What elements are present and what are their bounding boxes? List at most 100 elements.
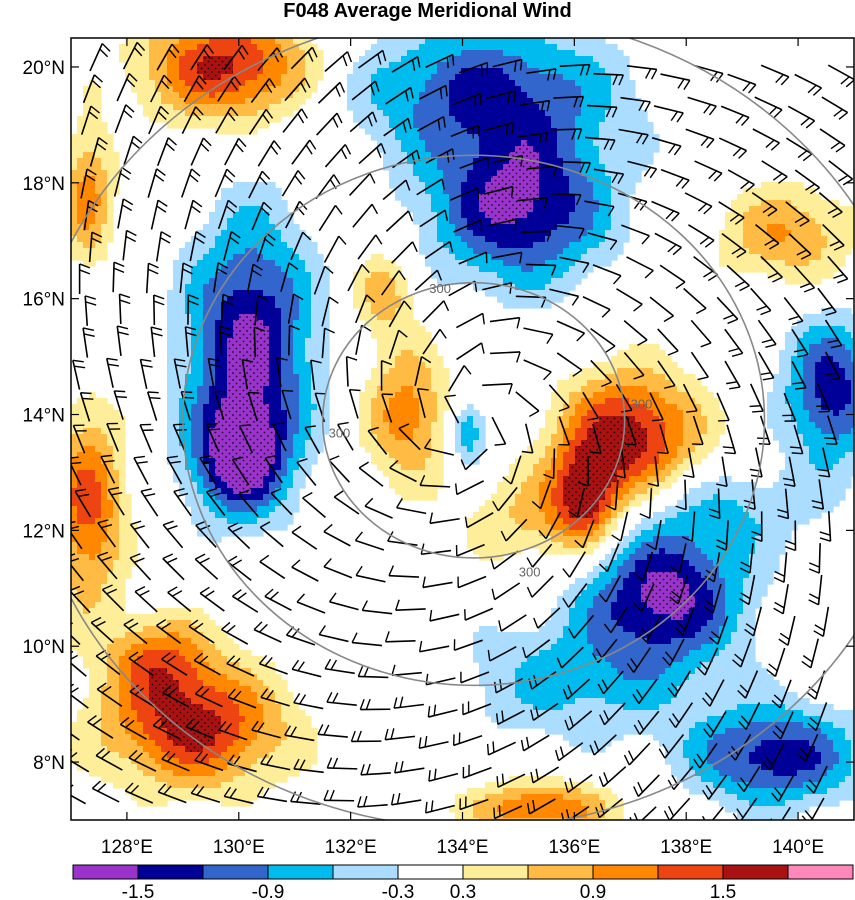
wind-barb (254, 295, 269, 326)
wind-barb (828, 160, 854, 186)
wind-barb (272, 422, 287, 452)
wind-barb (562, 678, 591, 700)
wind-barb (387, 531, 418, 547)
wind-barb (139, 358, 153, 389)
wind-barb (250, 78, 276, 103)
wind-barb (715, 520, 729, 551)
wind-barb (146, 391, 161, 421)
wind-barb (296, 458, 317, 487)
wind-barb (550, 192, 582, 206)
wind-barb (533, 607, 561, 629)
wind-barb (754, 96, 783, 118)
wind-barb (577, 456, 589, 487)
wind-barb (788, 233, 812, 260)
wind-barb (817, 287, 837, 316)
wind-barb (145, 262, 159, 294)
wind-barb (793, 265, 816, 293)
wind-barb (639, 488, 653, 519)
wind-barb (246, 263, 263, 294)
wind-barb (737, 670, 759, 699)
wind-barb (384, 631, 416, 643)
wind-barb (150, 74, 173, 103)
wind-barb (727, 73, 757, 94)
wind-barb (684, 192, 713, 215)
wind-barb (105, 357, 120, 388)
wind-barb (147, 168, 166, 198)
colorbar-box (657, 864, 724, 880)
wind-barb (318, 204, 343, 232)
colorbar-box (397, 864, 464, 880)
wind-barb (313, 265, 334, 295)
wind-barb (649, 296, 674, 323)
wind-barb (194, 751, 224, 772)
wind-barb (464, 512, 494, 529)
wind-barb (290, 231, 312, 261)
wind-barb (173, 488, 192, 517)
wind-barb (256, 786, 288, 803)
wind-barb (107, 486, 125, 516)
wind-barb (287, 324, 301, 356)
wind-barb (574, 519, 595, 549)
wind-barb (181, 106, 204, 134)
wind-barb (669, 574, 689, 605)
wind-barb (264, 454, 283, 484)
wind-barb (129, 520, 150, 549)
wind-barb (161, 750, 190, 772)
wind-barb (367, 426, 388, 455)
wind-barb (515, 391, 540, 418)
wind-barb (71, 520, 83, 550)
wind-barb (214, 168, 236, 198)
wind-barb (444, 394, 460, 424)
wind-barb (670, 543, 687, 574)
wind-barb (564, 773, 593, 794)
wind-barb (354, 294, 376, 324)
wind-barb (808, 574, 823, 606)
wind-barb (551, 128, 583, 140)
wind-barb (72, 424, 87, 454)
wind-barb (495, 709, 525, 726)
wind-barb (462, 764, 492, 779)
wind-barb (345, 355, 358, 387)
wind-barb (487, 646, 517, 662)
wind-barb (256, 232, 276, 263)
wind-barb (559, 256, 590, 273)
wind-barb (611, 511, 629, 542)
wind-barb (496, 773, 526, 788)
wind-barb (358, 461, 384, 487)
wind-barb (416, 115, 446, 132)
colorbar-label: -1.5 (122, 882, 155, 900)
wind-barb (88, 231, 103, 263)
wind-barb (716, 296, 739, 325)
wind-barb (597, 670, 624, 695)
wind-barb (328, 455, 350, 483)
wind-barb (326, 691, 357, 706)
colorbar-box (722, 864, 789, 880)
wind-barb (180, 390, 195, 421)
wind-barb (459, 796, 489, 811)
wind-barb (453, 219, 483, 233)
wind-barb (396, 498, 427, 515)
range-ring (182, 154, 766, 687)
range-ring-label: 300 (631, 397, 653, 412)
wind-barb (84, 295, 97, 326)
wind-barb (357, 234, 383, 260)
wind-barb (685, 128, 715, 149)
wind-barb (128, 749, 157, 772)
wind-barb (71, 748, 90, 773)
wind-barb (87, 714, 114, 739)
wind-barb (805, 765, 828, 794)
wind-barb (633, 551, 654, 582)
wind-barb (755, 223, 780, 250)
map-title: F048 Average Meridional Wind (283, 0, 572, 22)
colorbar-box (332, 864, 399, 880)
wind-barb (358, 49, 387, 69)
wind-barb (82, 74, 104, 104)
wind-barb (530, 766, 560, 784)
wind-barb (629, 806, 657, 820)
wind-barb (450, 124, 480, 139)
wind-barb (523, 327, 554, 345)
colorbar-box (267, 864, 334, 880)
wind-barb (659, 264, 686, 289)
wind-barb (667, 670, 691, 697)
wind-barb (112, 261, 125, 293)
